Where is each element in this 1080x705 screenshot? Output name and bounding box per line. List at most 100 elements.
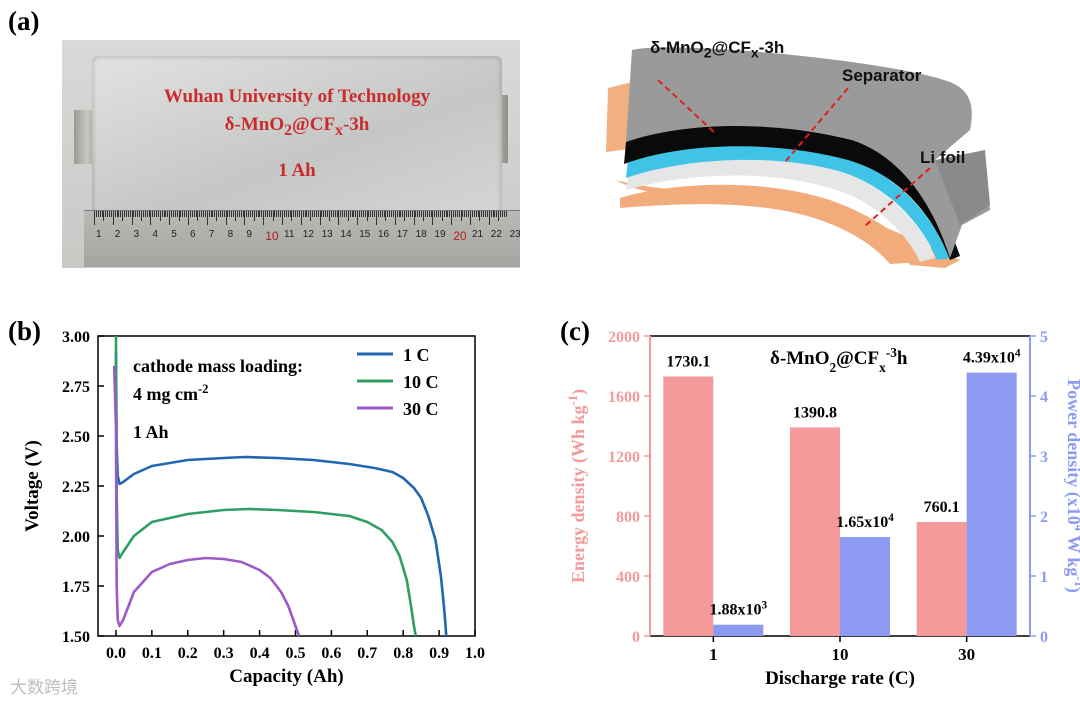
y-axis-label: Voltage (V) bbox=[22, 440, 43, 532]
y-tick-label: 2.00 bbox=[62, 529, 90, 546]
ruler-number: 3 bbox=[133, 229, 140, 240]
ruler-tick bbox=[116, 211, 118, 217]
ruler-tick bbox=[302, 211, 304, 217]
shell-shape bbox=[626, 47, 990, 258]
ruler-tick bbox=[317, 211, 319, 217]
ruler-tick bbox=[193, 211, 195, 217]
y-tick-label-left: 1600 bbox=[608, 389, 640, 406]
ruler-number: 21 bbox=[472, 229, 484, 240]
series-line-1-c bbox=[114, 351, 448, 637]
ruler-tick bbox=[381, 211, 383, 217]
ruler-tick bbox=[402, 211, 404, 217]
power-bar bbox=[966, 372, 1017, 636]
ruler-tick bbox=[114, 211, 116, 217]
ruler-number: 17 bbox=[396, 229, 408, 240]
ruler-tick bbox=[460, 211, 462, 221]
ruler-tick bbox=[278, 211, 280, 217]
x-tick-label: 0.8 bbox=[393, 645, 413, 662]
ruler-tick bbox=[505, 211, 507, 217]
ruler-tick bbox=[417, 211, 419, 217]
y-tick-label-left: 400 bbox=[616, 569, 640, 586]
x-tick-label: 0.9 bbox=[429, 645, 449, 662]
annotation-line-1: cathode mass loading: bbox=[133, 356, 303, 376]
y-tick-label-right: 1 bbox=[1040, 569, 1048, 586]
schematic-label-cathode: δ-MnO2@CFx-3h bbox=[650, 38, 785, 62]
y-tick-label-left: 0 bbox=[632, 629, 640, 646]
ruler-number: 16 bbox=[378, 229, 390, 240]
ruler-tick bbox=[389, 211, 391, 217]
ruler-tick bbox=[325, 211, 327, 217]
ruler-tick bbox=[208, 211, 210, 217]
y-tick-label: 2.25 bbox=[62, 479, 90, 496]
ruler-tick bbox=[313, 211, 315, 217]
ruler-tick bbox=[154, 211, 156, 217]
ruler-tick bbox=[120, 211, 122, 217]
power-data-label: 1.88x103 bbox=[710, 600, 768, 619]
ruler-tick bbox=[406, 211, 408, 217]
ruler-tick bbox=[182, 211, 184, 217]
ruler-tick bbox=[349, 211, 351, 217]
ruler-tick bbox=[235, 211, 236, 221]
ruler-tick bbox=[285, 211, 287, 217]
ruler-tick bbox=[396, 211, 398, 217]
ruler-tick bbox=[103, 211, 105, 221]
ruler-tick bbox=[329, 211, 330, 221]
y-tick-label-right: 5 bbox=[1040, 329, 1048, 346]
ruler-tick bbox=[432, 211, 434, 225]
y-axis-label-right: Power density (x104 W kg-1) bbox=[1063, 379, 1080, 593]
ruler-tick bbox=[238, 211, 240, 217]
ruler-tick bbox=[133, 211, 135, 217]
energy-bar bbox=[663, 376, 714, 636]
ruler-tick bbox=[195, 211, 197, 217]
ruler-tick bbox=[394, 211, 396, 225]
ruler-tick bbox=[216, 211, 218, 221]
ruler-number: 22 bbox=[490, 229, 502, 240]
ruler-tick bbox=[447, 211, 449, 217]
ruler-tick bbox=[338, 211, 340, 225]
ruler-tick bbox=[146, 211, 148, 217]
ruler-tick bbox=[359, 211, 361, 217]
ruler-tick bbox=[203, 211, 205, 217]
ruler-tick bbox=[189, 211, 191, 217]
ruler-tick bbox=[334, 211, 336, 217]
ruler-number: 19 bbox=[434, 229, 446, 240]
ruler: 1 2 3 4 5 6 7 8 9 10 11 12 13 14 15 16 17 18 19 20 21 22 23 bbox=[84, 210, 520, 267]
energy-bar bbox=[790, 427, 840, 636]
ruler-number: 1 bbox=[96, 229, 102, 240]
ruler-tick bbox=[421, 211, 423, 217]
ruler-tick bbox=[443, 211, 445, 217]
annotation-line-2: 4 mg cm-2 bbox=[133, 382, 208, 404]
ruler-tick bbox=[201, 211, 203, 217]
ruler-tick bbox=[142, 211, 144, 217]
photo-line-capacity: 1 Ah bbox=[278, 160, 316, 181]
ruler-number: 23 bbox=[509, 229, 520, 240]
ruler-tick bbox=[438, 211, 440, 217]
ruler-tick bbox=[199, 211, 201, 217]
ruler-tick bbox=[468, 211, 470, 217]
ruler-tick bbox=[407, 211, 409, 217]
ruler-tick bbox=[125, 211, 127, 217]
ruler-tick bbox=[379, 211, 381, 217]
watermark-text: 大数跨境 bbox=[10, 678, 78, 698]
ruler-tick bbox=[376, 211, 377, 225]
ruler-tick bbox=[310, 211, 312, 221]
series-line-30-c bbox=[112, 365, 301, 637]
ruler-tick bbox=[293, 211, 295, 217]
ruler-tick bbox=[229, 211, 231, 217]
ruler-tick bbox=[287, 211, 289, 217]
ruler-number: 8 bbox=[227, 229, 234, 240]
ruler-tick bbox=[259, 211, 261, 217]
ruler-tick bbox=[300, 211, 302, 225]
li-foil-shape bbox=[626, 154, 935, 262]
ruler-tick bbox=[261, 211, 263, 217]
ruler-tick bbox=[105, 211, 107, 217]
chart-c-title: δ-MnO2@CFx-3h bbox=[770, 345, 908, 375]
ruler-tick bbox=[470, 211, 471, 225]
ruler-tick bbox=[283, 211, 285, 217]
ruler-tick bbox=[297, 211, 299, 217]
ruler-tick bbox=[280, 211, 282, 217]
ruler-tick bbox=[426, 211, 428, 217]
ruler-tick bbox=[370, 211, 372, 217]
ruler-tick bbox=[451, 211, 453, 225]
ruler-tick bbox=[246, 211, 248, 217]
